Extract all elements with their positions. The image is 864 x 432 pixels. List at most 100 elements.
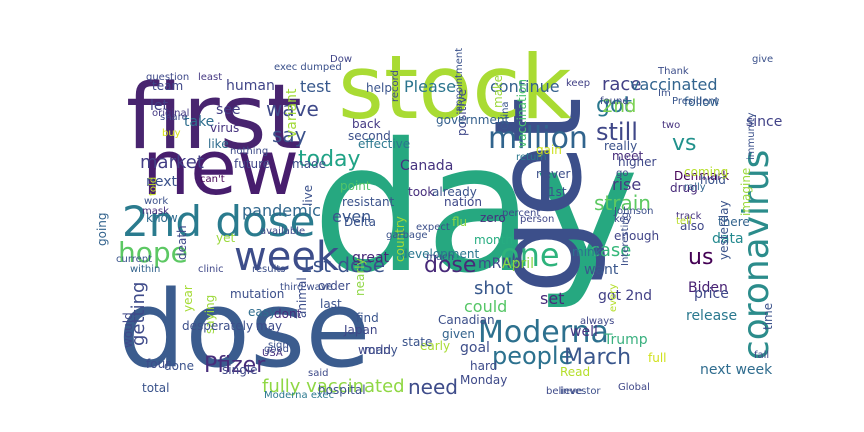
word-33: Please <box>404 77 456 96</box>
word-94: make <box>491 75 505 108</box>
word-58: development <box>400 247 479 261</box>
word-28: market <box>140 152 204 173</box>
word-158: find <box>356 311 379 325</box>
word-180: imagine <box>739 168 753 216</box>
word-2: get <box>470 97 609 294</box>
word-73: Monday <box>460 373 507 387</box>
word-176: Global <box>618 382 650 393</box>
word-124: share <box>160 112 188 123</box>
word-49: virus <box>210 121 239 135</box>
word-100: team <box>152 79 183 93</box>
word-171: Moderna exec <box>264 390 334 401</box>
word-149: early <box>420 339 450 353</box>
word-144: easy <box>248 305 276 319</box>
word-13: 1st dose <box>300 253 385 277</box>
word-119: China <box>500 101 511 130</box>
word-188: country <box>393 216 407 262</box>
word-72: goal <box>460 340 490 356</box>
word-181: Interesting <box>620 212 631 266</box>
word-78: drug <box>670 181 698 195</box>
word-190: expect <box>416 222 450 233</box>
word-65: got 2nd <box>598 288 652 304</box>
word-123: death <box>175 225 189 260</box>
word-68: Biden <box>688 280 728 296</box>
word-121: vaccination <box>515 79 529 148</box>
word-125: buy <box>162 128 181 139</box>
word-170: total <box>142 381 169 395</box>
word-105: record <box>390 70 401 102</box>
word-169: four <box>146 357 170 371</box>
word-159: world <box>358 343 391 357</box>
word-0: day <box>312 105 639 312</box>
word-187: much <box>426 252 454 263</box>
word-57: point <box>340 179 371 193</box>
word-15: March <box>564 345 631 370</box>
word-103: Thank <box>657 66 689 77</box>
word-61: month <box>474 233 513 247</box>
word-54: next <box>146 174 178 190</box>
word-35: us <box>688 245 713 270</box>
word-84: hold <box>700 173 726 187</box>
word-168: would <box>121 312 135 348</box>
word-113: Johnson <box>613 206 653 217</box>
word-156: last <box>320 297 342 311</box>
word-174: believe <box>546 386 582 397</box>
word-192: exec dumped <box>274 62 342 73</box>
word-93: back <box>352 117 381 131</box>
word-50: variant <box>284 88 300 138</box>
word-146: animal <box>295 277 309 318</box>
word-4: stock <box>338 36 572 139</box>
word-175: investor <box>560 386 601 397</box>
word-162: USA <box>262 348 283 359</box>
word-31: 2nd <box>602 96 636 117</box>
word-118: return <box>516 152 547 163</box>
word-62: mink <box>572 245 602 259</box>
word-137: year <box>181 285 195 312</box>
word-25: fully vaccinated <box>262 376 405 397</box>
word-107: found <box>600 96 629 107</box>
word-10: one <box>500 236 560 274</box>
word-163: good <box>264 344 289 355</box>
word-179: yesterday <box>717 200 731 260</box>
word-71: well <box>570 324 598 340</box>
word-24: Pfizer <box>204 353 266 378</box>
word-117: gain <box>536 143 562 157</box>
word-106: Dow <box>330 54 352 65</box>
word-184: every <box>608 284 619 312</box>
word-96: government <box>436 113 509 127</box>
word-177: full <box>648 351 667 365</box>
word-82: since <box>746 114 782 130</box>
word-12: people <box>492 342 573 370</box>
word-79: Denmark <box>674 169 729 183</box>
word-160: said <box>308 368 328 379</box>
word-153: Japan <box>343 323 377 337</box>
word-154: many <box>364 343 398 357</box>
word-101: question <box>146 72 189 83</box>
word-1: dose <box>118 268 371 391</box>
word-91: second <box>348 129 391 143</box>
word-60: zero <box>480 211 506 225</box>
word-56: great <box>352 250 390 266</box>
word-9: week <box>234 234 340 280</box>
word-140: flu <box>452 215 467 229</box>
word-157: third wave <box>280 282 333 293</box>
word-76: data <box>712 231 744 247</box>
word-120: appointment <box>454 48 465 112</box>
word-145: may <box>256 319 282 333</box>
word-104: keep <box>566 78 590 89</box>
word-8: Moderna <box>478 315 609 350</box>
word-74: next week <box>700 362 773 378</box>
word-81: really <box>604 139 637 153</box>
word-98: 1st <box>548 185 567 199</box>
word-92: effective <box>358 137 410 151</box>
word-116: percent <box>502 208 540 219</box>
word-164: single <box>222 363 258 377</box>
word-52: made <box>292 157 326 171</box>
word-128: can't <box>200 174 225 185</box>
word-183: always <box>580 316 614 327</box>
word-136: results <box>252 264 286 275</box>
word-87: track <box>676 211 702 222</box>
word-150: Canadian <box>438 313 495 327</box>
